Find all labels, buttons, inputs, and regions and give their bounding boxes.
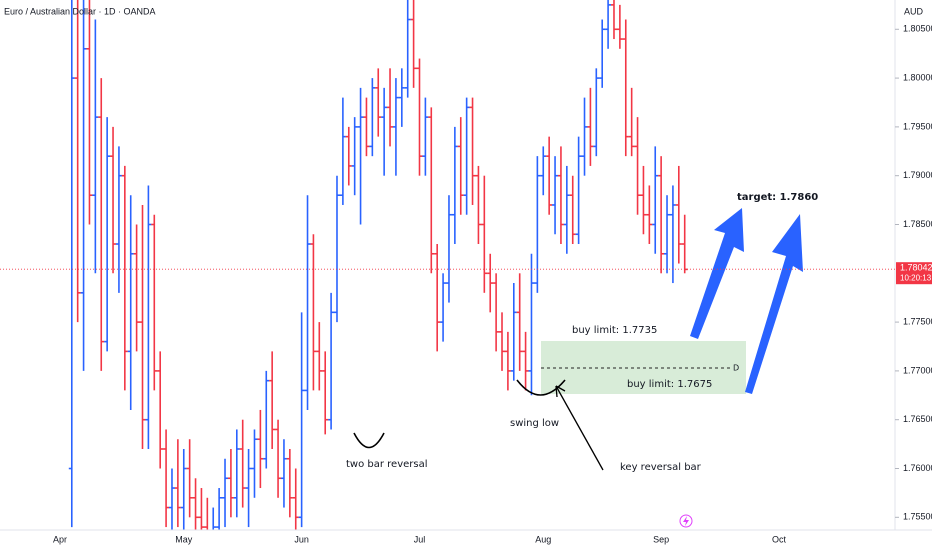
y-tick-label: 1.79000	[903, 170, 932, 180]
annotation: swing low	[510, 418, 559, 429]
y-tick-label: 1.77500	[903, 316, 932, 326]
y-tick-label: 1.79500	[903, 121, 932, 131]
countdown-label: 10:20:13	[900, 273, 932, 282]
chart-title: Euro / Australian Dollar · 1D · OANDA	[4, 6, 156, 16]
annotation: buy limit: 1.7735	[572, 325, 657, 336]
last-price-box	[896, 262, 932, 285]
x-tick-label: Sep	[653, 534, 669, 544]
annotation: two bar reversal	[346, 459, 428, 470]
price-bars	[68, 0, 688, 530]
event-icon[interactable]	[679, 514, 693, 528]
x-tick-label: Jun	[294, 534, 309, 544]
y-tick-label: 1.80500	[903, 24, 932, 34]
last-price-label: 1.78042	[900, 263, 932, 273]
annotation: buy limit: 1.7675	[627, 379, 712, 390]
x-tick-label: May	[175, 534, 193, 544]
x-tick-label: Apr	[53, 534, 67, 544]
x-tick-label: Jul	[414, 534, 426, 544]
target-arrow	[745, 214, 803, 394]
y-tick-label: 1.80000	[903, 72, 932, 82]
pointer	[555, 385, 604, 471]
y-tick-label: 1.77000	[903, 365, 932, 375]
pointer-head	[555, 385, 566, 398]
y-axis-label: AUD	[904, 6, 924, 16]
zone-label: D	[733, 364, 739, 373]
y-tick-label: 1.78500	[903, 219, 932, 229]
y-tick-label: 1.76500	[903, 414, 932, 424]
curve	[516, 379, 566, 396]
y-tick-label: 1.75500	[903, 512, 932, 522]
annotation: target: 1.7860	[737, 192, 818, 203]
target-arrow	[690, 208, 744, 339]
x-tick-label: Aug	[535, 534, 551, 544]
x-tick-label: Oct	[772, 534, 787, 544]
curve	[353, 432, 385, 449]
annotation: key reversal bar	[620, 462, 702, 473]
event-icon[interactable]	[683, 516, 689, 526]
y-tick-label: 1.76000	[903, 463, 932, 473]
